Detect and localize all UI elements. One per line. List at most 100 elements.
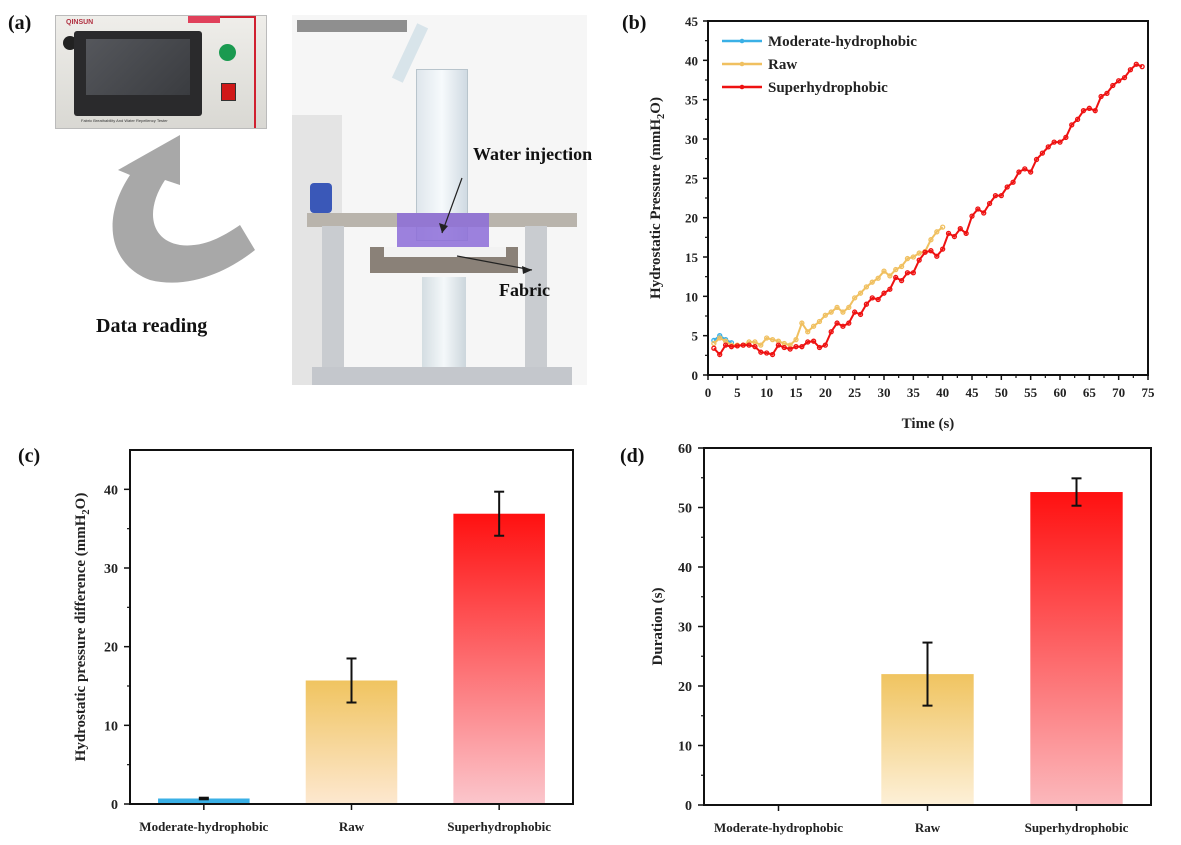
y-tick-label: 20 [685,211,698,226]
data-point [986,200,993,207]
data-point [998,192,1004,199]
data-point [898,263,905,270]
y-tick-label: 25 [685,171,699,186]
data-point [887,273,893,279]
y-tick-label: 0 [692,368,699,383]
bar-moderate-hydrophobic [158,798,250,804]
y-tick-label: 35 [685,93,699,108]
data-point [1139,63,1145,70]
touchscreen [74,31,202,116]
x-tick-label: 65 [1083,385,1097,400]
data-point [822,312,828,318]
data-point [1051,139,1057,145]
data-point [904,270,911,276]
data-point [1033,156,1040,163]
data-point [734,343,740,349]
y-axis-label: Duration (s) [650,588,666,666]
graduated-cylinder [416,69,468,241]
data-point [1069,122,1075,128]
data-point [928,248,934,254]
knob-icon [63,36,77,50]
x-tick-label: 75 [1142,385,1156,400]
fabric-callout: Fabric [499,280,550,300]
y-tick-label: 30 [678,621,692,636]
x-tick-label: Moderate-hydrophobic [714,820,843,835]
y-tick-label: 10 [685,289,698,304]
data-point [775,342,782,348]
bar-superhydrophobic [1030,492,1123,805]
apparatus-photo [292,15,587,385]
data-point [863,301,870,307]
data-point [840,323,846,329]
data-point [722,342,729,348]
legend-marker [739,61,745,67]
data-point [852,295,858,301]
series-line-raw [713,226,944,347]
y-tick-label: 5 [692,329,699,344]
data-point [1039,150,1046,156]
data-point [1057,139,1063,145]
x-tick-label: 25 [848,385,862,400]
data-point [940,246,946,252]
collection-jar [422,277,466,367]
data-point [758,349,764,355]
x-tick-label: Moderate-hydrophobic [139,819,268,834]
data-point [916,257,922,263]
x-tick-label: 30 [878,385,891,400]
data-point [764,350,770,356]
data-point [975,206,981,212]
data-point [828,329,834,335]
y-tick-label: 20 [678,680,692,695]
data-point [711,340,717,347]
data-point [857,311,864,318]
data-point [1063,134,1069,141]
x-axis-label: Time (s) [902,416,955,432]
data-point [810,323,817,329]
y-tick-label: 40 [104,483,118,498]
data-point [951,233,958,240]
legend-label: Raw [768,57,797,73]
data-point [810,338,817,344]
data-point [852,309,858,315]
data-point [1074,116,1081,122]
data-point [904,255,911,262]
x-tick-label: 35 [907,385,921,400]
data-point [940,224,946,230]
data-point [910,254,916,260]
data-point [740,342,746,348]
data-point [916,250,922,256]
x-tick-label: 45 [966,385,980,400]
device-brand: QINSUN [66,19,94,26]
data-point [869,295,875,301]
y-tick-label: 60 [678,442,692,457]
data-point [922,249,928,255]
data-point [1092,108,1098,114]
data-point [787,346,793,352]
y-tick-label: 10 [678,740,692,755]
data-point [1010,179,1016,185]
data-point [934,229,940,235]
bar-superhydrophobic [453,513,545,804]
data-point [1104,90,1110,97]
y-tick-label: 10 [104,719,118,734]
data-point [1004,184,1010,190]
y-axis-label: Hydrostatic pressure difference (mmH2O) [73,493,92,762]
data-point [822,342,828,348]
y-tick-label: 30 [685,132,698,147]
panel-label-d: (d) [620,445,645,467]
legend-marker [739,84,745,90]
y-tick-label: 15 [685,250,699,265]
data-point [1045,144,1051,150]
data-point [981,210,987,216]
data-point [764,335,770,341]
data-point [1121,74,1128,81]
data-point [910,270,916,276]
data-point [969,213,975,219]
data-point [945,230,952,237]
device-caption: Fabric Breathability And Water Repellenc… [81,118,168,123]
y-tick-label: 40 [685,53,698,68]
y-tick-label: 0 [111,798,118,813]
legend-label: Moderate-hydrophobic [768,34,917,50]
x-tick-label: 10 [760,385,773,400]
